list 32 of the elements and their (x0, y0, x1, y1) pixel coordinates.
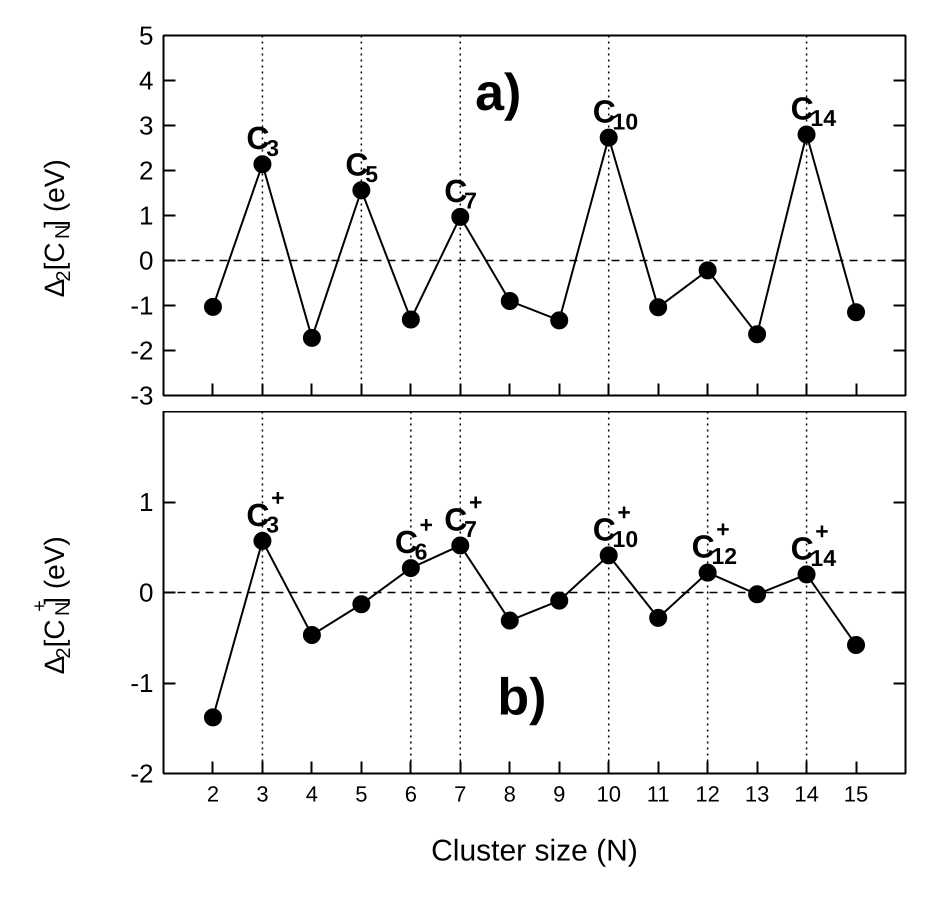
x-tick-label: 10 (596, 782, 621, 806)
y-tick-label: -2 (130, 758, 154, 788)
x-tick-label: 15 (844, 782, 868, 806)
x-tick-label: 3 (256, 782, 269, 806)
y-tick-label: -1 (130, 290, 154, 320)
y-tick-label: -2 (130, 336, 154, 366)
y-axis-title: Δ2[CN+] (eV) (29, 536, 75, 674)
x-tick-label: 7 (454, 782, 466, 806)
y-tick-label: 0 (139, 246, 154, 276)
annotation: a) (475, 64, 522, 122)
y-tick-label: 4 (139, 66, 154, 96)
y-tick-label: 0 (139, 578, 154, 608)
x-tick-label: 6 (404, 782, 417, 806)
y-tick-label: 1 (139, 487, 154, 517)
y-axis-title: Δ2[CN] (eV) (39, 159, 75, 298)
x-tick-label: 2 (206, 782, 220, 806)
x-tick-label: 9 (553, 782, 566, 806)
y-tick-label: 2 (139, 156, 154, 186)
x-tick-label: 12 (695, 782, 720, 806)
y-tick-label: 5 (139, 20, 154, 50)
y-tick-label: -1 (130, 668, 154, 698)
y-tick-label: 1 (139, 200, 154, 230)
y-tick-label: -3 (130, 380, 154, 410)
x-tick-label: 11 (646, 782, 670, 806)
x-tick-label: 14 (794, 782, 819, 806)
x-tick-label: 5 (355, 782, 368, 806)
x-tick-label: 13 (744, 782, 770, 806)
x-tick-label: 8 (504, 782, 516, 806)
y-tick-label: 3 (139, 110, 154, 140)
x-axis-title: Cluster size (N) (431, 834, 638, 868)
annotation: b) (497, 668, 546, 726)
x-tick-label: 4 (306, 782, 318, 806)
